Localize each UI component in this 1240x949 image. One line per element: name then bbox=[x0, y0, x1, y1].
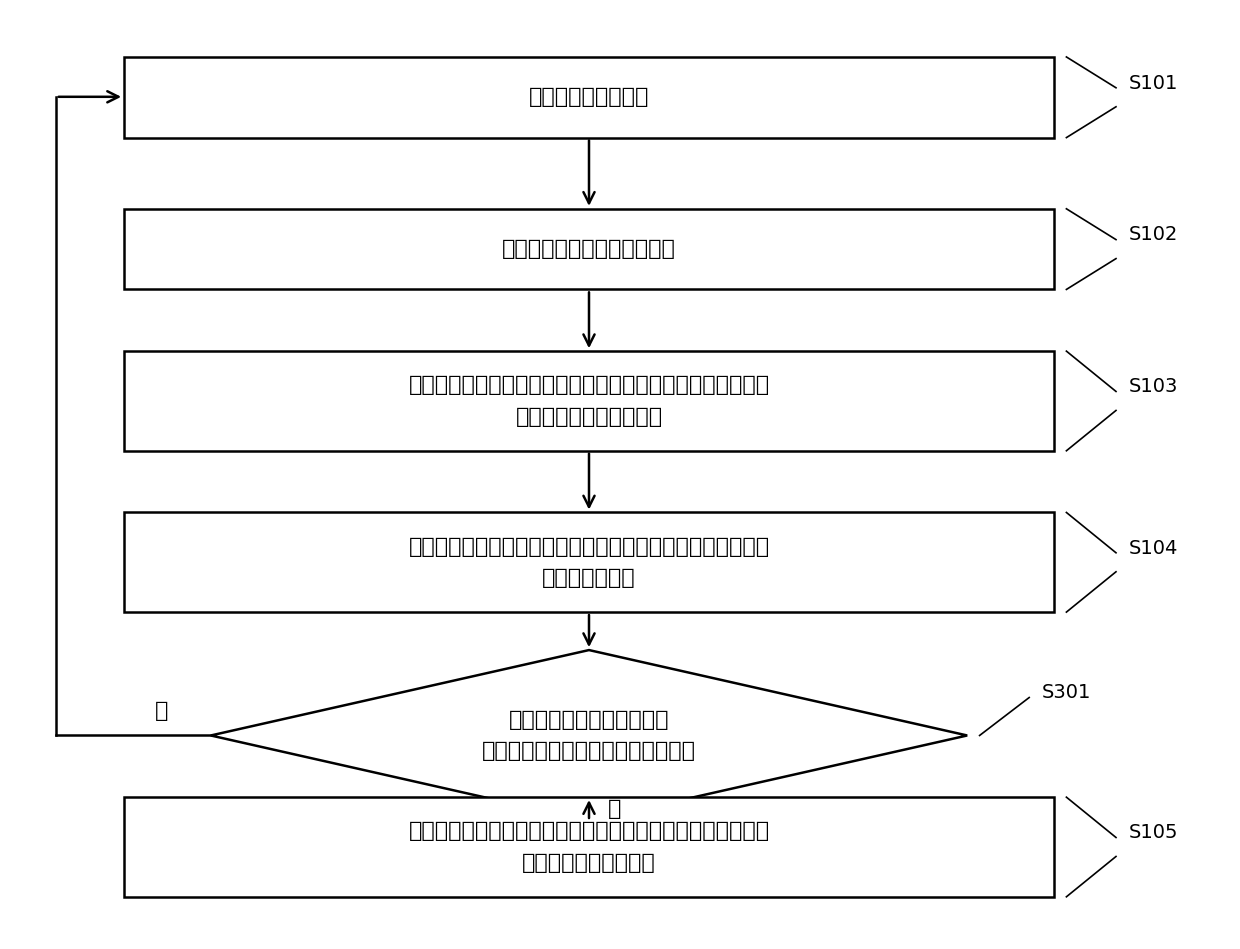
Text: S104: S104 bbox=[1128, 538, 1178, 558]
Text: 是: 是 bbox=[155, 701, 167, 721]
Text: 将振动信号进行局部均值分解: 将振动信号进行局部均值分解 bbox=[502, 239, 676, 259]
Text: S101: S101 bbox=[1128, 73, 1178, 93]
Text: 将特征向量输入至预设径向基函数神经网络中进行处理，得到
一组实际输出值: 将特征向量输入至预设径向基函数神经网络中进行处理，得到 一组实际输出值 bbox=[408, 537, 770, 587]
Text: 一组实际输出值中是否存在
其数值在预设范围内的实际输出值？: 一组实际输出值中是否存在 其数值在预设范围内的实际输出值？ bbox=[482, 710, 696, 761]
Text: S102: S102 bbox=[1128, 225, 1178, 245]
FancyBboxPatch shape bbox=[124, 797, 1054, 897]
FancyBboxPatch shape bbox=[124, 351, 1054, 451]
FancyBboxPatch shape bbox=[124, 512, 1054, 612]
Text: S103: S103 bbox=[1128, 377, 1178, 397]
Text: 否: 否 bbox=[608, 799, 621, 819]
FancyBboxPatch shape bbox=[124, 57, 1054, 138]
Polygon shape bbox=[211, 650, 967, 821]
FancyBboxPatch shape bbox=[124, 209, 1054, 289]
Text: 从经过局部均值分解后的振动信号中提取一组无量纲参数作为
所述振动信号的特征向量: 从经过局部均值分解后的振动信号中提取一组无量纲参数作为 所述振动信号的特征向量 bbox=[408, 376, 770, 426]
Text: 根据所一组实际输出值中每个实际输出值的数值所在的范围确
定所述轴承的状态类型: 根据所一组实际输出值中每个实际输出值的数值所在的范围确 定所述轴承的状态类型 bbox=[408, 822, 770, 872]
Text: S105: S105 bbox=[1128, 823, 1178, 843]
Text: 获取轴承的振动信号: 获取轴承的振动信号 bbox=[528, 87, 650, 107]
Text: S301: S301 bbox=[1042, 683, 1091, 702]
